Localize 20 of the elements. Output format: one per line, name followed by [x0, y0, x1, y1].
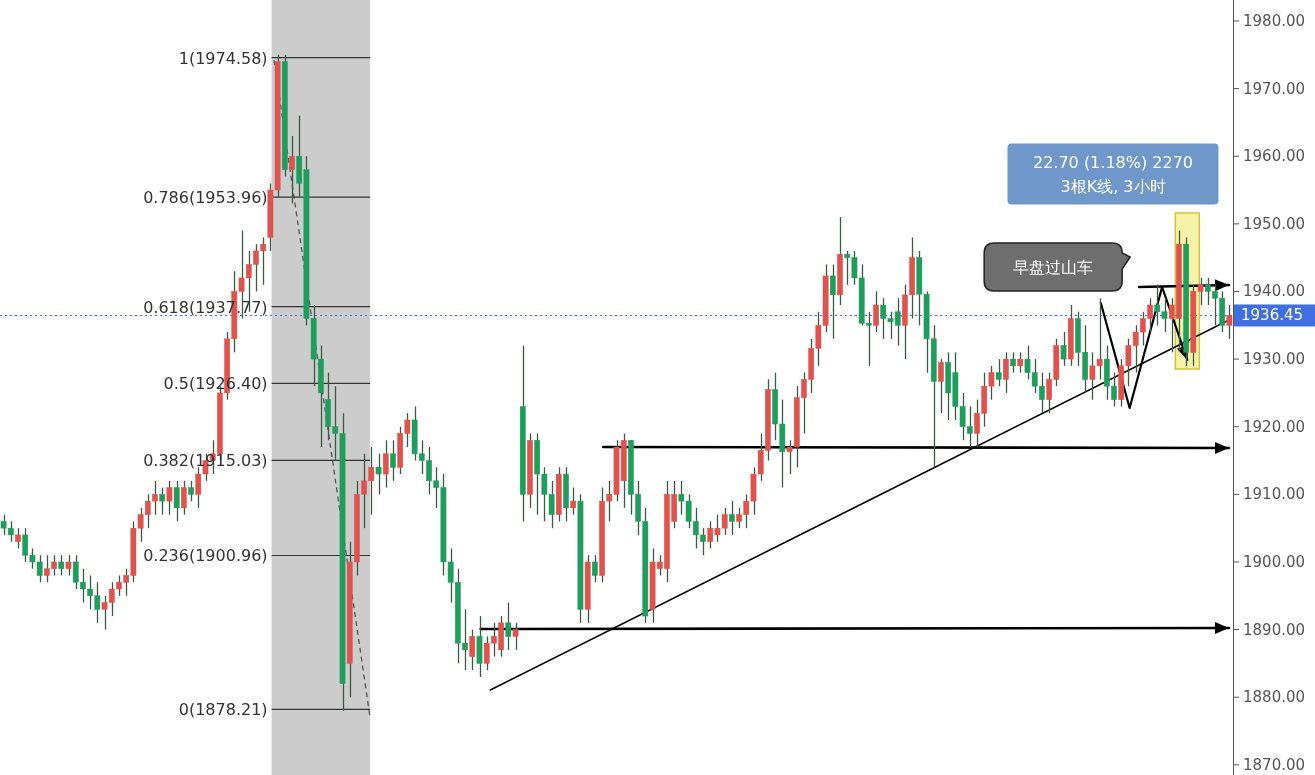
y-tick-label: 1970.00	[1243, 79, 1306, 98]
y-tick-label: 1940.00	[1243, 282, 1306, 301]
annotation: 22.70 (1.18%) 2270 3根K线, 3小时	[1032, 153, 1194, 196]
ref-line-label: 0(1878.21)	[178, 700, 268, 720]
ref-line-label: 1936.45	[1241, 306, 1304, 325]
annotation: 早盘过山车	[1013, 258, 1094, 277]
y-tick-label: 1870.00	[1243, 755, 1306, 774]
y-tick-label: 1930.00	[1243, 350, 1306, 369]
y-tick-label: 1950.00	[1243, 214, 1306, 233]
ref-line-label: 0.786(1953.96)	[143, 188, 268, 208]
y-tick-label: 1880.00	[1243, 688, 1306, 707]
y-tick-label: 1980.00	[1243, 11, 1306, 30]
y-tick-label: 1960.00	[1243, 147, 1306, 166]
y-tick-label: 1920.00	[1243, 417, 1306, 436]
ref-line-label: 1(1974.58)	[178, 48, 268, 68]
price-label: 1936.45	[1234, 304, 1315, 327]
y-tick-label: 1890.00	[1243, 620, 1306, 639]
y-tick-label: 1900.00	[1243, 552, 1306, 571]
ref-line-label: 0.236(1900.96)	[143, 546, 268, 566]
y-tick-label: 1910.00	[1243, 485, 1306, 504]
